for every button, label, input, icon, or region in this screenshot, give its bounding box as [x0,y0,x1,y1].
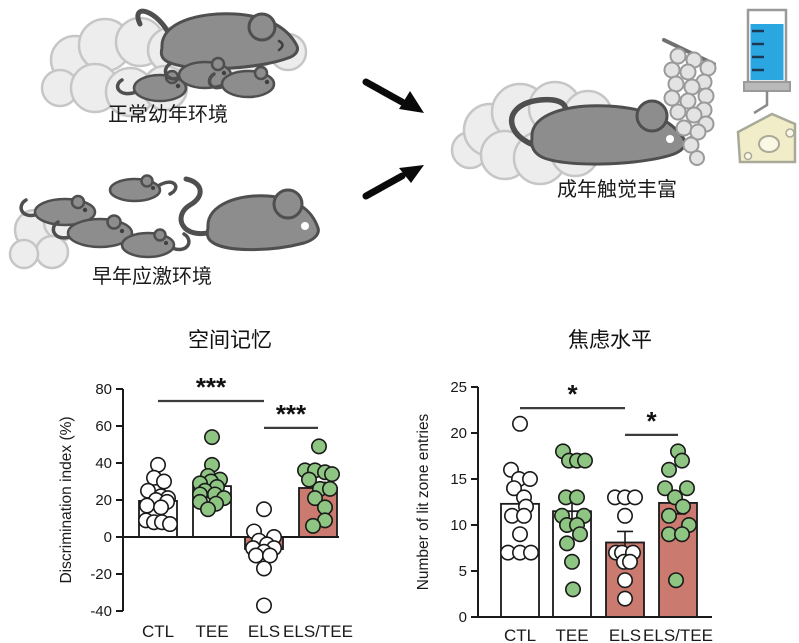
category-label: TEE [195,622,228,641]
data-point [248,547,265,564]
adult-enrichment-scene: 成年触觉丰富 [450,8,797,201]
data-point [572,526,589,543]
y-tick-label: 5 [459,563,467,580]
category-label: ELS/TEE [643,626,713,643]
y-tick-label: 40 [95,455,112,472]
data-point [516,507,533,524]
y-tick-label: 0 [459,609,467,626]
arrow-down-right-icon [362,78,424,113]
mother-mouse-icon [135,8,299,71]
y-axis-label: Number of lit zone entries [415,413,432,590]
y-tick-label: -20 [90,566,112,583]
data-point [512,415,529,432]
chart-title-anxiety: 焦虑水平 [568,329,652,352]
significance-label: * [567,379,578,409]
adult-stressed-mouse-icon [178,176,320,252]
significance-label: * [646,406,657,436]
category-label: ELS [609,626,641,643]
data-point [162,516,179,533]
y-axis-label: Discrimination index (%) [58,416,75,583]
y-tick-label: 25 [450,379,467,396]
stress-environment-label: 早年应激环境 [92,265,212,288]
significance-label: *** [276,399,307,429]
data-point [310,438,327,455]
data-point [256,597,273,614]
data-point [204,429,221,446]
data-point [577,452,594,469]
data-point [678,480,695,497]
data-point [256,560,273,577]
data-point [564,553,581,570]
adult-mouse-icon [509,96,687,166]
category-label: TEE [555,626,588,643]
data-point [565,581,582,598]
bead-string-icon [662,38,717,166]
y-tick-label: 60 [95,418,112,435]
mouse-pups-icon [115,56,276,103]
data-point [656,480,673,497]
data-point [512,526,529,543]
data-point [139,497,156,514]
data-point [262,547,279,564]
data-point [522,471,539,488]
data-point [506,480,523,497]
normal-environment-label: 正常幼年环境 [108,103,228,126]
data-point [256,501,273,518]
data-point [617,590,634,607]
data-point [617,507,634,524]
data-point [323,466,340,483]
y-tick-label: 10 [450,517,467,534]
y-tick-label: 15 [450,471,467,488]
experiment-schematic: 正常幼年环境 [8,8,797,288]
y-tick-label: 20 [450,425,467,442]
data-point [660,461,677,478]
data-point [569,489,586,506]
arrow-up-right-icon [362,165,424,200]
anxiety-chart: 0 5 10 15 20 25 Number of lit zone entries * * CT… [415,379,713,643]
syringe-icon [743,8,791,115]
y-tick-label: 0 [104,529,112,546]
data-point [321,480,338,497]
y-tick-label: 20 [95,492,112,509]
data-point [307,490,324,507]
data-point [667,572,684,589]
y-tick-label: -40 [90,603,112,620]
stress-environment-scene: 早年应激环境 [8,174,320,288]
data-point [153,499,170,516]
data-point [301,471,318,488]
data-point [200,501,217,518]
data-point [673,526,690,543]
spatial-memory-chart: -40 -20 0 20 40 60 80 Discrimination index (%) *… [58,372,353,641]
cheese-icon [736,112,797,164]
data-point [156,473,173,490]
data-point [617,572,634,589]
data-point [673,452,690,469]
normal-environment-scene: 正常幼年环境 [40,8,308,126]
y-tick-label: 80 [95,381,112,398]
data-point [674,498,691,515]
stressed-mice-icon [19,174,320,259]
category-label: ELS/TEE [283,622,353,641]
category-label: ELS [248,622,280,641]
significance-label: *** [196,372,227,402]
adult-enrichment-label: 成年触觉丰富 [557,178,677,201]
chart-title-spatial-memory: 空间记忆 [188,329,272,352]
data-point [559,535,576,552]
category-label: CTL [504,626,536,643]
data-point [660,507,677,524]
data-point [305,517,322,534]
data-point [622,553,639,570]
data-point [523,544,540,561]
category-label: CTL [142,622,174,641]
data-point [627,489,644,506]
